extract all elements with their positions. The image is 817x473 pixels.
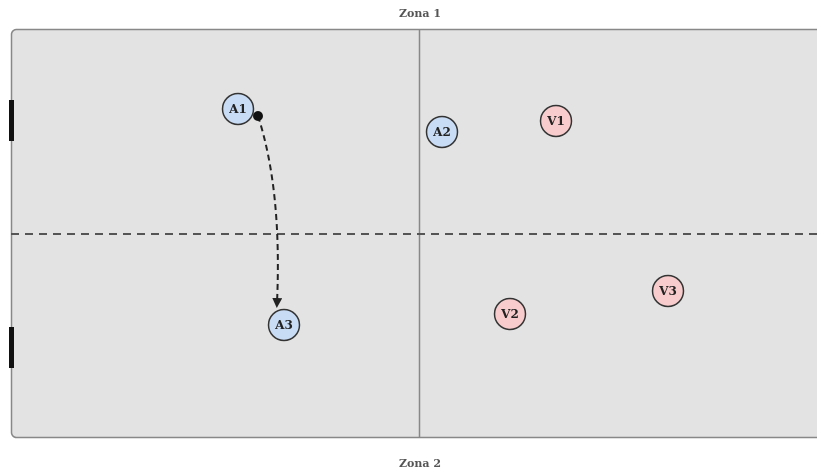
player-label: A3 [274, 318, 293, 332]
player-token-a3: A3 [267, 308, 301, 342]
player-token-a2: A2 [425, 115, 459, 149]
players-layer: A1 A2 A3 V1 V2 V3 [221, 92, 685, 342]
player-label: V1 [546, 114, 565, 128]
player-token-v3: V3 [651, 274, 685, 308]
player-circle [267, 308, 301, 342]
player-token-v1: V1 [539, 104, 573, 138]
goal-upper [9, 100, 14, 141]
goal-lower [9, 327, 14, 368]
player-label: A1 [228, 102, 247, 116]
player-label: V2 [500, 307, 519, 321]
player-circle [539, 104, 573, 138]
zone-label-top: Zona 1 [399, 7, 441, 20]
player-circle [221, 92, 255, 126]
zone-label-bottom: Zona 2 [399, 457, 441, 470]
player-token-v2: V2 [493, 297, 527, 331]
movement-start-dot [253, 111, 263, 121]
player-circle [493, 297, 527, 331]
player-label: V3 [658, 284, 677, 298]
player-token-a1: A1 [221, 92, 255, 126]
player-circle [425, 115, 459, 149]
movement-arrow [257, 115, 283, 308]
player-circle [651, 274, 685, 308]
player-label: A2 [432, 125, 451, 139]
field [10, 28, 817, 439]
